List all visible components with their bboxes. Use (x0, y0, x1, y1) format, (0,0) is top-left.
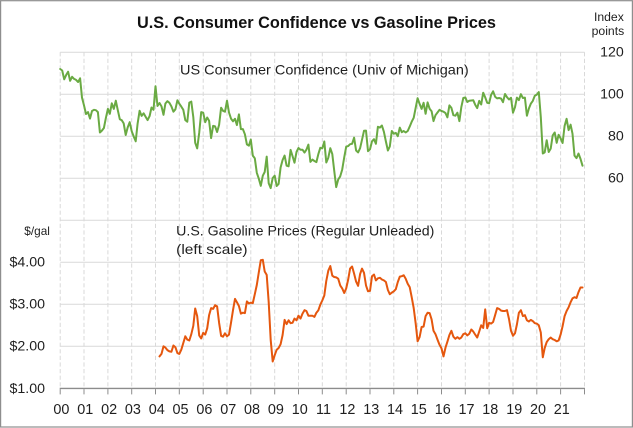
svg-text:18: 18 (482, 402, 498, 418)
svg-text:09: 09 (268, 402, 284, 418)
svg-text:01: 01 (77, 402, 93, 418)
svg-text:07: 07 (220, 402, 236, 418)
svg-text:20: 20 (530, 402, 546, 418)
svg-text:02: 02 (101, 402, 117, 418)
svg-text:13: 13 (363, 402, 379, 418)
svg-text:03: 03 (125, 402, 141, 418)
svg-text:$2.00: $2.00 (9, 339, 45, 355)
svg-text:$/gal: $/gal (24, 224, 50, 238)
svg-text:15: 15 (411, 402, 427, 418)
svg-text:00: 00 (53, 402, 69, 418)
svg-text:(left scale): (left scale) (176, 241, 247, 257)
svg-text:U.S. Gasoline Prices (Regular: U.S. Gasoline Prices (Regular Unleaded) (176, 223, 434, 239)
svg-text:19: 19 (506, 402, 522, 418)
svg-text:04: 04 (149, 402, 165, 418)
svg-text:12: 12 (339, 402, 355, 418)
svg-text:16: 16 (435, 402, 451, 418)
svg-text:10: 10 (292, 402, 308, 418)
svg-text:$1.00: $1.00 (9, 381, 45, 397)
svg-text:11: 11 (316, 402, 331, 418)
svg-text:14: 14 (387, 402, 403, 418)
svg-text:$4.00: $4.00 (9, 255, 45, 271)
svg-text:80: 80 (608, 129, 624, 145)
svg-text:100: 100 (600, 87, 624, 103)
svg-text:17: 17 (458, 402, 474, 418)
svg-text:05: 05 (172, 402, 188, 418)
svg-text:08: 08 (244, 402, 260, 418)
svg-text:120: 120 (600, 45, 624, 61)
svg-text:21: 21 (554, 402, 570, 418)
svg-text:$3.00: $3.00 (9, 297, 45, 313)
svg-text:points: points (592, 24, 625, 38)
svg-text:Index: Index (594, 10, 624, 24)
svg-text:60: 60 (608, 171, 624, 187)
svg-text:U.S. Consumer Confidence vs Ga: U.S. Consumer Confidence vs Gasoline Pri… (137, 14, 496, 32)
svg-text:06: 06 (196, 402, 212, 418)
svg-text:US Consumer Confidence (Univ o: US Consumer Confidence (Univ of Michigan… (180, 62, 469, 78)
